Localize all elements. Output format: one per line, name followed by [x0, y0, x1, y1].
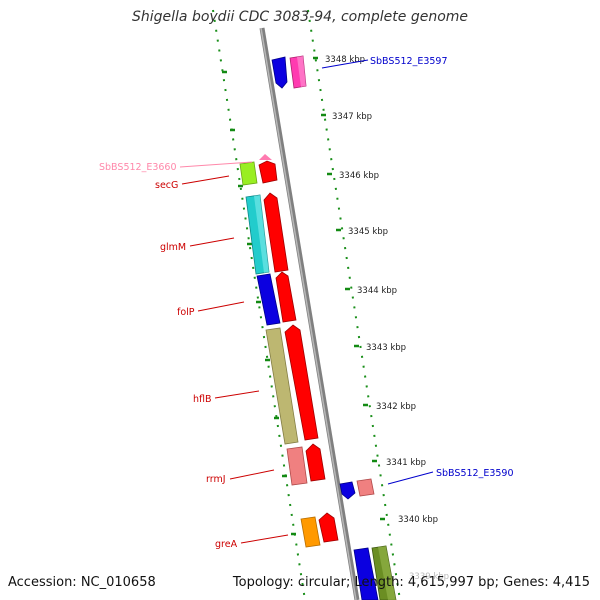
feature-bottom-blue[interactable] — [353, 547, 379, 600]
label-line-e3597 — [321, 59, 369, 69]
gene-label-sbbs512-e3590[interactable]: SbBS512_E3590 — [436, 468, 514, 479]
feature-glmm[interactable] — [245, 192, 289, 275]
gene-label-rrmj[interactable]: rrmJ — [206, 474, 226, 485]
feature-hflb[interactable] — [265, 324, 319, 445]
scale-ticks — [313, 56, 385, 521]
label-line-rrmj — [229, 469, 275, 480]
feature-sbbs512-e3597[interactable] — [271, 55, 307, 89]
label-line-glmm — [189, 237, 235, 247]
feature-secg[interactable] — [239, 160, 278, 186]
scale-label-3342: 3342 kbp — [376, 402, 416, 412]
scale-label-3343: 3343 kbp — [366, 343, 406, 353]
scale-label-3339: 3339 kbp — [409, 572, 449, 582]
accession-label: Accession: NC_010658 — [8, 575, 156, 590]
gene-label-grea[interactable]: greA — [215, 539, 238, 550]
label-line-folp — [197, 301, 245, 312]
feature-sbbs512-e3590[interactable] — [339, 478, 375, 500]
feature-sbbs512-e3660[interactable] — [259, 154, 272, 160]
scale-label-3340: 3340 kbp — [398, 515, 438, 525]
outer-dotted-track — [307, 9, 401, 600]
scale-label-3345: 3345 kbp — [348, 227, 388, 237]
scale-label-3341: 3341 kbp — [386, 458, 426, 468]
genome-backbone — [259, 27, 360, 600]
label-line-e3660 — [179, 161, 253, 168]
scale-label-3344: 3344 kbp — [357, 286, 397, 296]
label-line-e3590 — [387, 471, 434, 485]
genome-backbone-highlight — [260, 27, 357, 600]
gene-label-sbbs512-e3597[interactable]: SbBS512_E3597 — [370, 56, 448, 67]
scale-label-3346: 3346 kbp — [339, 171, 379, 181]
genome-stats: Topology: circular; Length: 4,615,997 bp… — [232, 575, 590, 590]
gene-label-hflb[interactable]: hflB — [193, 394, 212, 405]
label-line-grea — [240, 534, 289, 544]
page-title: Shigella boydii CDC 3083-94, complete ge… — [131, 9, 469, 25]
scale-label-3347: 3347 kbp — [332, 112, 372, 122]
feature-grea[interactable] — [300, 512, 339, 548]
feature-rrmj[interactable] — [286, 443, 326, 486]
gene-label-secg[interactable]: secG — [155, 180, 178, 191]
feature-folp[interactable] — [256, 271, 297, 326]
label-line-hflb — [214, 390, 260, 399]
gene-label-folp[interactable]: folP — [177, 307, 195, 318]
gene-label-glmm[interactable]: glmM — [160, 242, 186, 253]
gene-label-sbbs512-e3660[interactable]: SbBS512_E3660 — [99, 162, 177, 173]
feature-bottom-olive[interactable] — [371, 545, 397, 600]
scale-label-3348: 3348 kbp — [325, 55, 365, 65]
inner-ticks — [222, 70, 296, 536]
label-line-secg — [181, 175, 230, 185]
